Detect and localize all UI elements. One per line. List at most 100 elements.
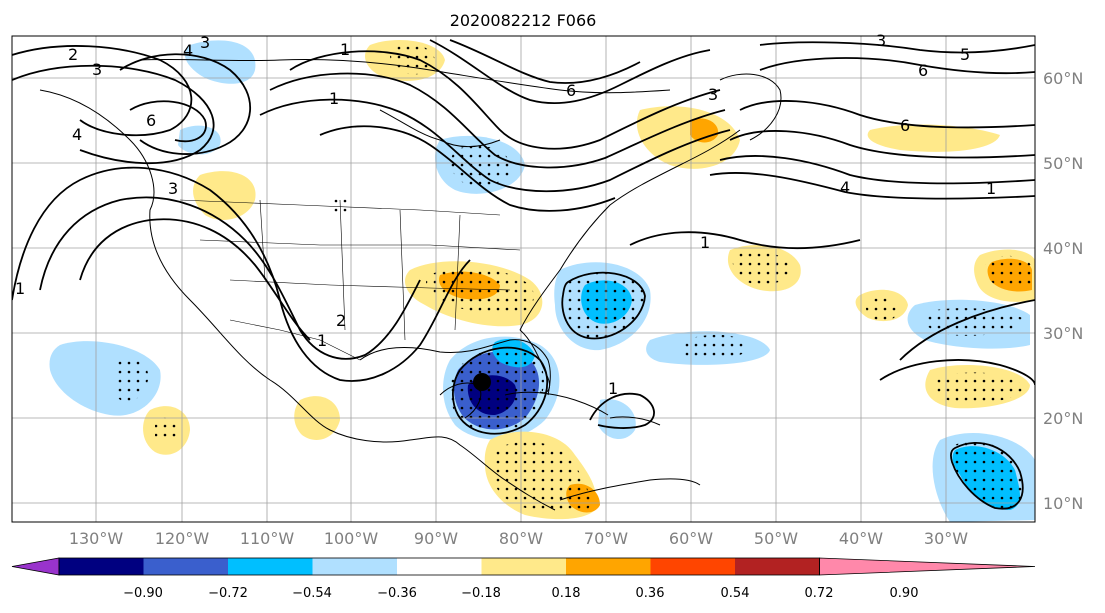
lon-label: 40°W	[839, 529, 883, 548]
contour-3-ne	[709, 172, 1035, 200]
lon-label: 60°W	[669, 529, 713, 548]
neg-area-alaska	[178, 125, 221, 155]
colorbar-label: 0.72	[805, 586, 834, 601]
contour-3-nw	[12, 64, 215, 165]
coast-gulf	[359, 339, 551, 396]
lon-label: 110°W	[240, 529, 295, 548]
stipple-atl-east	[951, 441, 1024, 509]
colorbar-swatch	[481, 558, 567, 575]
colorbar	[11, 557, 1036, 576]
contour-label-group: 2 3 4 3 1 6 3 1 1 1 2 6 3 6 5 3 6 4 1 1 …	[15, 31, 996, 398]
contour-label: 4	[183, 41, 193, 60]
stipple-atl-e3	[922, 308, 1022, 336]
colorbar-swatch	[397, 558, 482, 575]
coast-hudson	[379, 109, 501, 148]
lon-label: 50°W	[754, 529, 798, 548]
contour-label: 4	[840, 178, 850, 197]
contour-5-ne	[759, 41, 1035, 54]
contour-label: 2	[336, 311, 346, 330]
contour-1-north	[289, 50, 721, 150]
stipple-atl-mid	[680, 334, 748, 360]
contour-label: 6	[900, 116, 910, 135]
colorbar-label: 0.18	[552, 586, 581, 601]
stipple-carib	[490, 441, 591, 515]
contour-4-nw	[119, 53, 252, 155]
latitude-labels: 60°N 50°N 40°N 30°N 20°N 10°N	[1043, 69, 1083, 513]
contour-label: 3	[168, 179, 178, 198]
state-border-4	[259, 199, 461, 341]
contour-label: 6	[146, 111, 156, 130]
contour-label: 5	[960, 45, 970, 64]
stipple-pacific	[112, 357, 149, 402]
lat-label: 50°N	[1043, 154, 1083, 173]
lon-label: 30°W	[924, 529, 968, 548]
stipple-ne-can	[390, 43, 435, 75]
contour-1-atl4	[899, 299, 1035, 361]
colorbar-swatch	[650, 558, 736, 575]
pos-area-west	[193, 171, 256, 220]
colorbar-extend-low	[11, 557, 60, 576]
lat-label: 40°N	[1043, 239, 1083, 258]
colorbar-swatch	[228, 558, 313, 575]
contour-4-ne	[719, 155, 1035, 185]
colorbar-swatch	[59, 558, 144, 575]
contour-1-west	[12, 166, 471, 382]
contour-3-north	[259, 98, 731, 193]
contour-label: 1	[329, 89, 339, 108]
lat-label: 10°N	[1043, 494, 1083, 513]
coast-greenland	[719, 73, 782, 141]
contour-label: 1	[317, 331, 327, 350]
colorbar-label: −0.18	[461, 586, 501, 601]
coast-cuba	[504, 391, 609, 416]
contour-6-ne	[759, 57, 1035, 75]
contour-label: 3	[876, 31, 886, 50]
contour-label: 6	[918, 61, 928, 80]
stipple-midatl	[564, 272, 645, 339]
stipple-atl-e2	[985, 255, 1032, 290]
pos-area-greenland	[636, 106, 740, 169]
lat-label: 20°N	[1043, 409, 1083, 428]
colorbar-label: −0.36	[377, 586, 417, 601]
contour-label: 3	[92, 60, 102, 79]
contour-6-nw	[129, 100, 207, 143]
contour-5-ne2	[729, 130, 1035, 159]
lon-label: 90°W	[414, 529, 458, 548]
contour-atl-east-neg	[950, 442, 1024, 510]
contour-label: 1	[340, 40, 350, 59]
contour-2-west	[39, 196, 421, 360]
contour-1-atl	[629, 231, 861, 250]
lon-label: 80°W	[499, 529, 543, 548]
colorbar-label: −0.54	[292, 586, 332, 601]
lon-label: 130°W	[69, 529, 124, 548]
lat-label: 30°N	[1043, 324, 1083, 343]
contour-5-north	[429, 39, 711, 105]
lat-label: 60°N	[1043, 69, 1083, 88]
colorbar-swatch	[143, 558, 229, 575]
stipple-small-1	[328, 193, 351, 218]
lon-label: 120°W	[155, 529, 210, 548]
stipple-gulf	[450, 347, 544, 434]
contour-gulf-neg	[452, 346, 549, 435]
stipple-atl-se	[932, 372, 1025, 403]
colorbar-swatch	[312, 558, 398, 575]
stipple-small-3	[155, 417, 178, 441]
contour-4-north	[319, 125, 616, 212]
longitude-labels: 130°W 120°W 110°W 100°W 90°W 80°W 70°W 6…	[69, 529, 968, 548]
stipple-small-2	[865, 297, 898, 321]
coast-hispaniola	[609, 416, 661, 426]
contour-label: 1	[700, 233, 710, 252]
contour-label: 2	[68, 45, 78, 64]
contour-1-atl2	[589, 392, 655, 429]
neg-area-nw	[184, 40, 256, 84]
colorbar-labels: −0.90 −0.72 −0.54 −0.36 −0.18 0.18 0.36 …	[123, 586, 918, 601]
colorbar-swatch	[735, 558, 820, 575]
contour-1-atl3	[879, 359, 1035, 386]
colorbar-label: 0.90	[890, 586, 919, 601]
contour-label: 1	[15, 279, 25, 298]
colorbar-extend-high	[819, 557, 1036, 576]
map-frame	[11, 35, 1036, 523]
colorbar-swatch	[566, 558, 651, 575]
colorbar-label: 0.54	[721, 586, 750, 601]
coast-east	[519, 129, 741, 331]
